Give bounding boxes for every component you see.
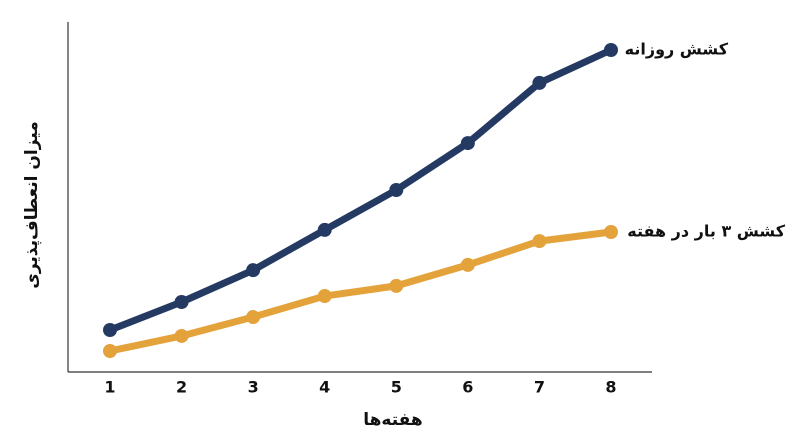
x-tick-label: 1 [104,378,115,397]
data-point [532,234,547,249]
x-tick-label: 6 [462,378,473,397]
y-axis-label: میزان انعطاف‌پذیری [22,121,42,289]
data-point [174,295,189,309]
data-point [389,183,404,197]
series-label: کشش ۳ بار در هفته [627,222,785,241]
data-point [246,263,261,278]
x-tick-label: 3 [248,378,259,397]
x-tick-label: 4 [319,378,330,397]
data-point [389,278,404,293]
series-line [106,228,615,355]
x-tick-label: 5 [391,378,402,397]
x-tick-label: 7 [534,378,545,397]
series-label: کشش روزانه [625,40,729,59]
data-point [103,344,117,358]
x-axis-label: هفته‌ها [363,410,422,430]
data-point [174,328,189,343]
data-point [460,257,475,272]
data-point [604,225,618,239]
data-point [604,43,618,57]
data-point [246,310,261,325]
x-tick-label: 2 [176,378,187,397]
data-point [460,136,475,151]
data-point [317,222,332,237]
data-point [103,323,117,337]
x-tick-label: 8 [605,378,616,397]
data-point [317,289,332,304]
data-point [532,75,547,90]
series-line [106,46,615,334]
